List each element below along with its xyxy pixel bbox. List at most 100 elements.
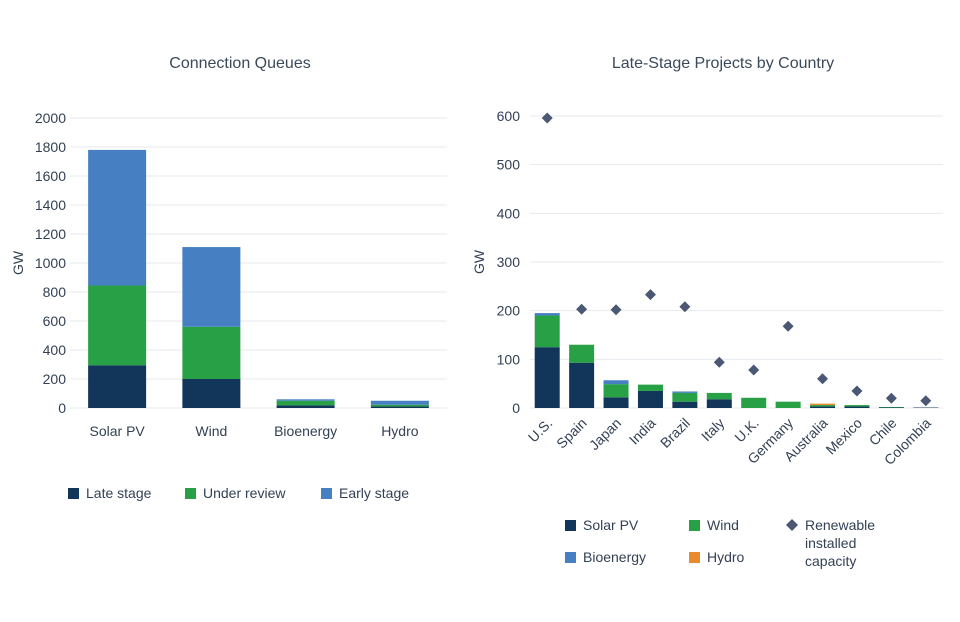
legend-swatch [321,488,332,499]
marker-renewable-installed-capacity [713,356,725,368]
marker-renewable-installed-capacity [782,320,794,332]
y-tick-label: 1200 [35,226,66,242]
bar-early-stage [182,247,241,327]
y-tick-label: 800 [43,284,67,300]
y-tick-label: 1800 [35,139,66,155]
x-tick-label: Mexico [822,415,865,458]
y-tick-label: 1000 [35,255,66,271]
y-axis-title: GW [471,249,487,274]
x-tick-label: Hydro [381,423,419,439]
x-tick-label: U.S. [525,415,556,446]
bar-solar-pv [603,397,629,408]
bar-under-review [88,285,147,366]
x-tick-label: Bioenergy [274,423,337,439]
y-tick-label: 1400 [35,197,66,213]
legend-label: Bioenergy [583,549,646,565]
bar-early-stage [276,399,335,401]
marker-renewable-installed-capacity [885,392,897,404]
bar-solar-pv [534,347,560,408]
x-tick-label: Solar PV [90,423,146,439]
legend-swatch [565,552,576,563]
legend: Solar PV Wind Bioenergy Hydro Renewable insta… [565,517,875,569]
marker-renewable-installed-capacity [748,364,760,376]
late-stage-projects-chart: Late-Stage Projects by Country GW 0 100 20… [471,55,943,569]
bar-wind [603,384,629,398]
legend-label: Solar PV [583,517,639,533]
legend-swatch [68,488,79,499]
x-tick-label: Wind [195,423,227,439]
bar-solar-pv [810,406,836,408]
marker-renewable-installed-capacity [576,303,588,315]
y-tick-label: 400 [43,342,67,358]
legend-label: Renewable installed capacity [805,517,875,569]
legend-label: Hydro [707,549,745,565]
bar-under-review [276,400,335,406]
legend-label: Wind [707,517,739,533]
legend-label: Early stage [339,485,409,501]
bar-wind [637,384,663,391]
bar-bioenergy [534,313,560,316]
bar-late-stage [370,406,429,408]
y-tick-label: 400 [497,205,521,221]
y-tick-label: 1600 [35,168,66,184]
marker-renewable-installed-capacity [851,385,863,397]
bar-solar-pv [672,401,698,408]
bar-wind [672,392,698,402]
bar-solar-pv [844,406,870,408]
y-tick-label: 2000 [35,110,66,126]
legend-swatch-diamond [786,519,798,531]
y-tick-label: 0 [58,400,66,416]
bar-wind [775,401,801,408]
bar-wind [810,405,836,407]
bar-wind [741,397,767,408]
y-tick-label: 0 [512,400,520,416]
marker-renewable-installed-capacity [644,289,656,301]
chart-title: Late-Stage Projects by Country [612,55,834,72]
legend-label: Under review [203,485,286,501]
bar-under-review [370,404,429,407]
y-tick-label: 600 [497,108,521,124]
x-tick-label: Spain [553,415,590,452]
bar-early-stage [88,149,147,286]
legend-swatch [185,488,196,499]
marker-renewable-installed-capacity [679,301,691,313]
bar-late-stage [276,405,335,408]
bar-hydro [810,403,836,406]
bar-solar-pv [637,390,663,408]
x-tick-label: U.K. [731,415,762,446]
marker-renewable-installed-capacity [610,304,622,316]
y-tick-label: 100 [497,351,521,367]
y-tick-label: 300 [497,254,521,270]
y-tick-label: 200 [43,371,67,387]
bar-wind [534,315,560,348]
legend: Late stage Under review Early stage [68,485,409,501]
y-tick-label: 600 [43,313,67,329]
bar-under-review [182,326,241,379]
x-tick-label: Italy [698,415,727,444]
bar-early-stage [370,400,429,405]
bar-bioenergy [672,391,698,393]
y-tick-label: 200 [497,303,521,319]
chart-title: Connection Queues [169,55,310,72]
y-axis-title: GW [10,250,26,275]
bar-solar-pv [706,399,732,408]
x-tick-label: Japan [586,415,624,453]
bar-wind [706,392,732,400]
legend-swatch [565,520,576,531]
connection-queues-chart: Connection Queues GW 0 200 400 600 800 1000 12… [10,55,447,501]
legend-label: Late stage [86,485,152,501]
bar-bioenergy [603,380,629,385]
bar-wind [844,405,870,407]
bar-solar-pv [569,362,595,408]
bar-late-stage [88,365,147,408]
bar-late-stage [182,379,241,408]
legend-swatch [689,552,700,563]
marker-renewable-installed-capacity [541,112,553,124]
x-tick-label: India [626,415,659,448]
marker-renewable-installed-capacity [817,373,829,385]
marker-renewable-installed-capacity [920,395,932,407]
y-tick-label: 500 [497,157,521,173]
x-tick-label: Brazil [657,415,693,451]
legend-swatch [689,520,700,531]
